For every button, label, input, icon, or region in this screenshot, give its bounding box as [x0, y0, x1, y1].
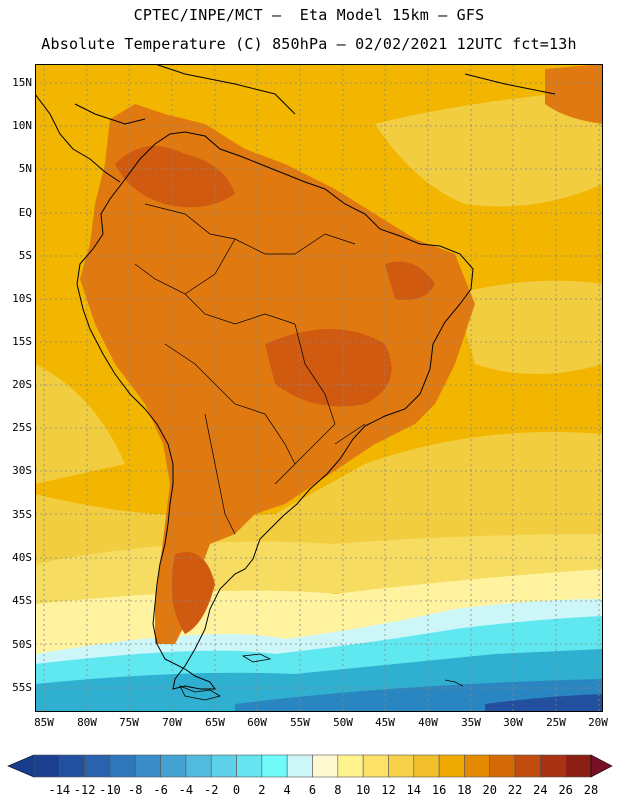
- colorbar-swatches: [7, 754, 613, 778]
- colorbar-tick-label: 18: [457, 783, 472, 797]
- colorbar-tick-label: -12: [73, 783, 96, 797]
- lon-label: 20W: [588, 716, 608, 729]
- colorbar-swatch: [160, 754, 187, 778]
- colorbar-tick-label: 22: [507, 783, 523, 797]
- colorbar-swatch: [185, 754, 212, 778]
- lon-label: 70W: [162, 716, 182, 729]
- lon-label: 75W: [119, 716, 139, 729]
- lon-label: 25W: [546, 716, 566, 729]
- lon-label: 85W: [34, 716, 54, 729]
- colorbar-tick-label: -10: [99, 783, 121, 797]
- colorbar-tick-label: -2: [203, 783, 219, 797]
- colorbar-swatch: [286, 754, 313, 778]
- colorbar-over-arrow: [590, 754, 613, 778]
- colorbar-swatch: [134, 754, 161, 778]
- lat-label: 15S: [12, 335, 32, 348]
- colorbar-swatch: [59, 754, 85, 778]
- colorbar-swatch: [210, 754, 237, 778]
- map-frame: [35, 64, 603, 712]
- colorbar-swatch: [362, 754, 389, 778]
- colorbar-swatch: [464, 754, 491, 778]
- lon-label: 80W: [77, 716, 97, 729]
- ocean-mild-pacific: [35, 364, 125, 484]
- temperature-colorbar: [0, 748, 618, 800]
- colorbar-tick-label: -14: [48, 783, 71, 797]
- colorbar-swatch: [489, 754, 516, 778]
- south-georgia: [444, 679, 464, 687]
- colorbar-tick-label: 0: [232, 783, 241, 797]
- hot-core-north: [115, 146, 235, 208]
- colorbar-tick-label: -8: [128, 783, 143, 797]
- colorbar-tick-label: 24: [533, 783, 548, 797]
- lat-label: 10N: [12, 119, 32, 132]
- lon-label: 45W: [375, 716, 395, 729]
- lat-label: EQ: [18, 206, 32, 219]
- hot-core-patagonia: [171, 552, 215, 634]
- central-america-coastline: [35, 64, 556, 183]
- map-title-line-2: Absolute Temperature (C) 850hPa – 02/02/…: [41, 35, 577, 53]
- lat-lon-gridlines: [35, 64, 603, 712]
- colorbar-swatch: [236, 754, 263, 778]
- colorbar-under-arrow: [7, 754, 35, 778]
- ocean-mild-north: [375, 94, 603, 207]
- lat-label: 10S: [12, 292, 32, 305]
- south-america-coastline: [76, 131, 474, 690]
- colorbar-swatch: [413, 754, 440, 778]
- colorbar-swatch: [337, 754, 364, 778]
- colorbar-swatch: [312, 754, 339, 778]
- falkland-islands: [241, 653, 272, 663]
- colorbar-swatch: [84, 754, 111, 778]
- coldest-core: [485, 694, 603, 712]
- colorbar-tick-label: 20: [482, 783, 497, 797]
- colorbar-tick-label: 12: [381, 783, 396, 797]
- lat-label: 15N: [12, 76, 32, 89]
- temperature-map: [35, 64, 603, 712]
- colorbar-tick-label: 6: [308, 783, 317, 797]
- colorbar-swatch: [261, 754, 288, 778]
- colorbar-tick-label: 2: [258, 783, 266, 797]
- colorbar-tick-label: 4: [283, 783, 291, 797]
- colorbar-tick-label: 10: [355, 783, 371, 797]
- lat-label: 40S: [12, 551, 32, 564]
- lon-label: 30W: [503, 716, 523, 729]
- lat-label: 30S: [12, 464, 32, 477]
- lat-label: 50S: [12, 638, 32, 651]
- country-borders: [134, 203, 366, 535]
- colorbar-tick-label: 16: [431, 783, 447, 797]
- map-title-line-1: CPTEC/INPE/MCT – Eta Model 15km – GFS: [133, 6, 485, 24]
- lon-label: 60W: [247, 716, 267, 729]
- lon-label: 40W: [418, 716, 438, 729]
- colorbar-swatch: [109, 754, 136, 778]
- colorbar-swatch: [33, 754, 60, 778]
- lat-label: 5S: [18, 249, 32, 262]
- colorbar-tick-label: -6: [153, 783, 168, 797]
- colorbar-swatch: [540, 754, 566, 778]
- colorbar-tick-label: 26: [558, 783, 573, 797]
- lon-label: 35W: [461, 716, 481, 729]
- colorbar-tick-label: -4: [178, 783, 194, 797]
- lat-label: 45S: [12, 594, 32, 607]
- lon-label: 65W: [205, 716, 225, 729]
- lat-label: 5N: [18, 162, 32, 175]
- lon-label: 55W: [290, 716, 310, 729]
- lat-label: 20S: [12, 378, 32, 391]
- colorbar-swatch: [388, 754, 415, 778]
- colorbar-swatch: [565, 754, 592, 778]
- colorbar-tick-label: 8: [334, 783, 342, 797]
- colorbar-swatch: [438, 754, 465, 778]
- colorbar-swatch: [514, 754, 541, 778]
- ocean-mild-east: [455, 280, 603, 374]
- hot-core-northeast: [385, 261, 435, 300]
- lat-label: 35S: [12, 508, 32, 521]
- colorbar-tick-label: 14: [406, 783, 421, 797]
- lon-label: 50W: [333, 716, 353, 729]
- colorbar-tick-label: 28: [583, 783, 599, 797]
- hot-africa-edge: [545, 64, 603, 124]
- lat-label: 55S: [12, 681, 32, 694]
- hot-core-central: [265, 329, 392, 407]
- lat-label: 25S: [12, 421, 32, 434]
- tierra-del-fuego: [179, 685, 222, 701]
